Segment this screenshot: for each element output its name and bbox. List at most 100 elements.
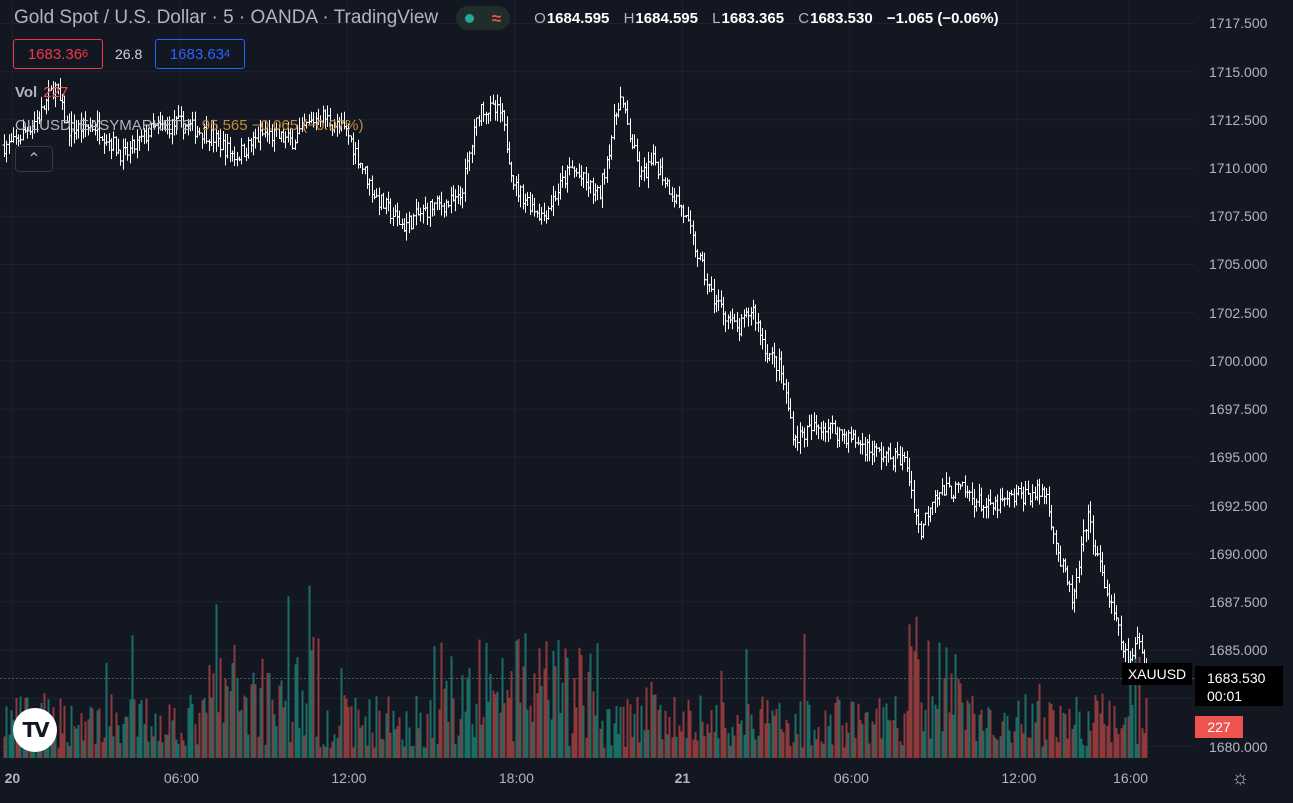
- volume-tag: 227: [1195, 716, 1243, 738]
- ohlc-bar: [958, 483, 963, 490]
- ohlc-bar: [751, 299, 756, 320]
- ohlc-bar: [123, 138, 128, 156]
- ohlc-bar: [472, 119, 477, 155]
- ohlc-bar: [712, 278, 717, 314]
- ohlc-bar: [872, 440, 877, 463]
- ohlc-bar: [435, 195, 440, 211]
- volume-label: Vol: [15, 84, 38, 101]
- ohlc-bar: [951, 494, 956, 503]
- ohlc-bar: [1035, 479, 1040, 501]
- ohlc-bar: [686, 206, 691, 222]
- ohlc-bar: [558, 172, 563, 200]
- spread-value: 26.8: [115, 46, 143, 62]
- time-tick-label: 12:00: [1001, 770, 1037, 786]
- ohlc-bar: [821, 420, 826, 441]
- price-tick-label: 1717.500: [1209, 15, 1268, 32]
- ohlc-bar: [814, 415, 819, 436]
- ohlc-bar: [428, 201, 433, 227]
- ohlc-bar: [784, 378, 789, 404]
- ohlc-bar: [791, 411, 796, 446]
- sell-button[interactable]: 1683.36 6: [13, 39, 103, 69]
- ohlc-bar: [581, 171, 586, 188]
- ohlc-bar: [651, 144, 656, 166]
- symbol-title[interactable]: Gold Spot / U.S. Dollar · 5 · OANDA · Tr…: [14, 7, 439, 28]
- ohlc-bar: [1091, 515, 1096, 555]
- collapse-legend-button[interactable]: ⌃: [15, 146, 53, 172]
- price-tick-label: 1707.500: [1209, 208, 1268, 225]
- ohlc-bar: [874, 443, 879, 457]
- ohlc-bar: [565, 165, 570, 193]
- ohlc-bar: [607, 144, 612, 169]
- ohlc-bar: [395, 202, 400, 227]
- ohlc-bar: [665, 177, 670, 187]
- ohlc-bar: [360, 163, 365, 174]
- ohlc-bar: [956, 481, 961, 494]
- bid-price: 1683.36: [27, 45, 83, 63]
- ohlc-bar: [1051, 526, 1056, 545]
- volume-legend[interactable]: Vol 227: [15, 84, 68, 101]
- change-value: −1.065 (−0.06%): [886, 9, 999, 27]
- ohlc-bar: [705, 273, 710, 295]
- ohlc-bar: [353, 142, 358, 165]
- ohlc-bar: [1023, 481, 1028, 506]
- ohlc-bar: [1014, 484, 1019, 506]
- ohlc-bar: [777, 348, 782, 381]
- ohlc-bar: [228, 137, 233, 163]
- ohlc-bar: [856, 436, 861, 446]
- ohlc-bar: [207, 139, 212, 152]
- buy-button[interactable]: 1683.63 4: [155, 39, 245, 69]
- gear-icon[interactable]: ☼: [1231, 767, 1250, 789]
- ohlc-bar: [763, 330, 768, 362]
- ohlc-bar: [474, 117, 479, 136]
- ohlc-bar: [646, 151, 651, 189]
- ohlc-bar: [937, 491, 942, 506]
- ohlc-bar: [423, 196, 428, 211]
- ohlc-bar: [788, 398, 793, 419]
- ohlc-bar: [542, 202, 547, 222]
- ohlc-bar: [916, 508, 921, 533]
- ohlc-bar: [770, 346, 775, 365]
- compare-legend[interactable]: OILUSD, EASYMARKETS 95.565 −0.065 (−0.07%…: [15, 117, 364, 134]
- ohlc-bar: [1070, 575, 1075, 610]
- price-tick-label: 1685.000: [1209, 642, 1268, 659]
- ohlc-bar: [377, 187, 382, 216]
- ohlc-bar: [963, 475, 968, 498]
- ohlc-bar: [663, 177, 668, 188]
- ohlc-bar: [370, 175, 375, 203]
- ohlc-bar: [1107, 583, 1112, 608]
- time-tick-label: 12:00: [331, 770, 367, 786]
- ohlc-bar: [921, 523, 926, 539]
- compare-symbol: OILUSD, EASYMARKETS: [15, 117, 192, 134]
- ohlc-bar: [409, 215, 414, 230]
- ohlc-bar: [1114, 605, 1119, 622]
- ohlc-bar: [949, 485, 954, 499]
- ohlc-bar: [509, 161, 514, 183]
- ohlc-bar: [388, 198, 393, 224]
- ohlc-bar: [993, 496, 998, 511]
- ohlc-bar: [984, 498, 989, 519]
- ohlc-bar: [879, 442, 884, 470]
- bid-price-fraction: 6: [82, 48, 89, 60]
- ohlc-bar: [670, 186, 675, 202]
- market-status[interactable]: ≈: [456, 6, 511, 30]
- ohlc-bar: [760, 328, 765, 350]
- ohlc-bar: [502, 110, 507, 132]
- ohlc-bar: [432, 202, 437, 216]
- ohlc-bar: [644, 162, 649, 179]
- price-tick-label: 1702.500: [1209, 304, 1268, 321]
- ohlc-bar: [919, 521, 924, 540]
- ohlc-bar: [293, 139, 298, 151]
- ohlc-bar: [470, 144, 475, 163]
- ohlc-bar: [672, 188, 677, 208]
- ohlc-bar: [488, 95, 493, 122]
- ohlc-bar: [567, 157, 572, 176]
- chevron-up-icon: ⌃: [27, 151, 41, 168]
- ohlc-bar: [449, 186, 454, 214]
- ohlc-bar: [667, 179, 672, 195]
- ohlc-bar: [242, 143, 247, 158]
- price-tick-label: 1710.000: [1209, 160, 1268, 177]
- ohlc-bar: [1077, 560, 1082, 583]
- tradingview-logo-icon[interactable]: TV: [13, 708, 57, 752]
